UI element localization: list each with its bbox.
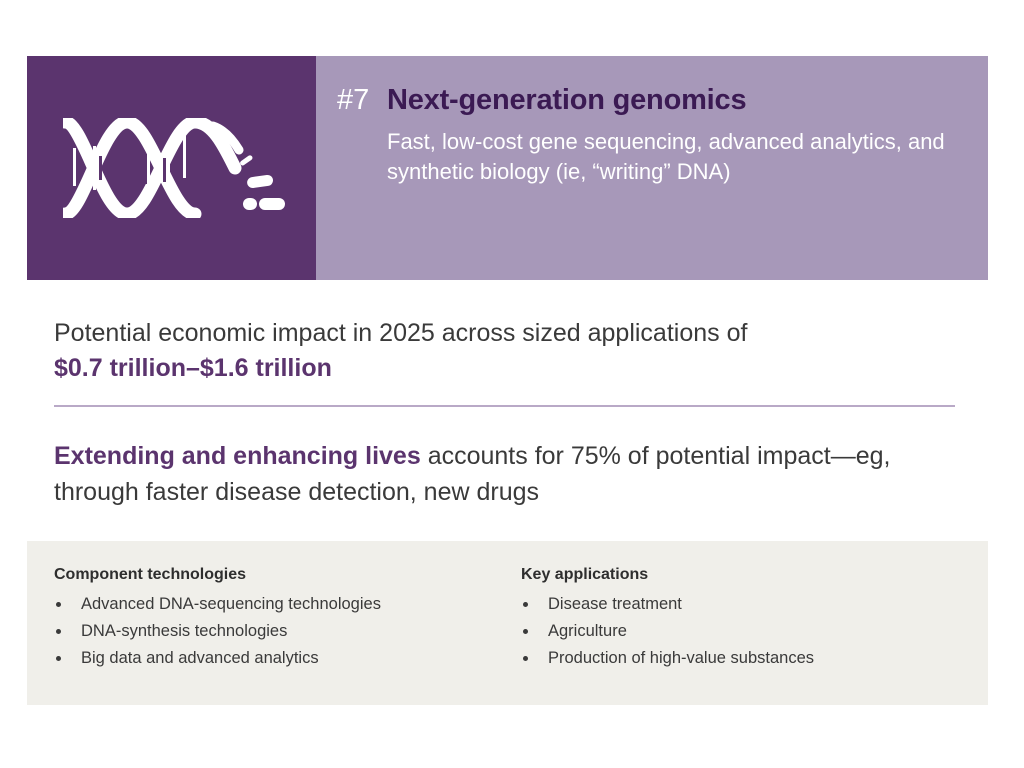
details-panel: Component technologies Advanced DNA-sequ… <box>27 541 988 705</box>
lives-statement: Extending and enhancing lives accounts f… <box>54 438 954 510</box>
list-item-label: Agriculture <box>548 622 627 640</box>
impact-text: Potential economic impact in 2025 across… <box>54 319 748 347</box>
bullet-icon <box>56 656 61 661</box>
economic-impact: Potential economic impact in 2025 across… <box>54 316 954 386</box>
bullet-icon <box>523 602 528 607</box>
lives-text: accounts for 75% of potential impact—eg,… <box>54 442 891 506</box>
key-applications-heading: Key applications <box>521 566 649 583</box>
list-item-label: Advanced DNA-sequencing technologies <box>81 595 381 613</box>
list-item: Advanced DNA-sequencing technologies <box>54 591 474 618</box>
list-item: Production of high-value substances <box>521 645 941 672</box>
component-technologies-list: Advanced DNA-sequencing technologies DNA… <box>54 591 474 672</box>
bullet-icon <box>56 629 61 634</box>
initiative-number: #7 <box>337 84 370 116</box>
list-item: Big data and advanced analytics <box>54 645 474 672</box>
icon-panel <box>27 56 316 280</box>
list-item-label: DNA-synthesis technologies <box>81 622 288 640</box>
bullet-icon <box>523 656 528 661</box>
list-item-label: Production of high-value substances <box>548 649 814 667</box>
page-subtitle: Fast, low-cost gene sequencing, advanced… <box>387 129 945 184</box>
header-banner: #7 Next-generation genomics Fast, low-co… <box>27 56 988 280</box>
list-item: Agriculture <box>521 618 941 645</box>
component-technologies-section: Component technologies Advanced DNA-sequ… <box>54 565 474 672</box>
lives-highlight: Extending and enhancing lives <box>54 442 421 470</box>
key-applications-list: Disease treatment Agriculture Production… <box>521 591 941 672</box>
list-item: Disease treatment <box>521 591 941 618</box>
page-title: Next-generation genomics <box>387 84 747 116</box>
component-technologies-heading: Component technologies <box>54 566 246 583</box>
dna-icon <box>63 118 285 218</box>
bullet-icon <box>56 602 61 607</box>
list-item-label: Big data and advanced analytics <box>81 649 319 667</box>
list-item-label: Disease treatment <box>548 595 682 613</box>
impact-value: $0.7 trillion–$1.6 trillion <box>54 354 332 382</box>
divider <box>54 405 955 407</box>
list-item: DNA-synthesis technologies <box>54 618 474 645</box>
bullet-icon <box>523 629 528 634</box>
key-applications-section: Key applications Disease treatment Agric… <box>521 565 941 672</box>
